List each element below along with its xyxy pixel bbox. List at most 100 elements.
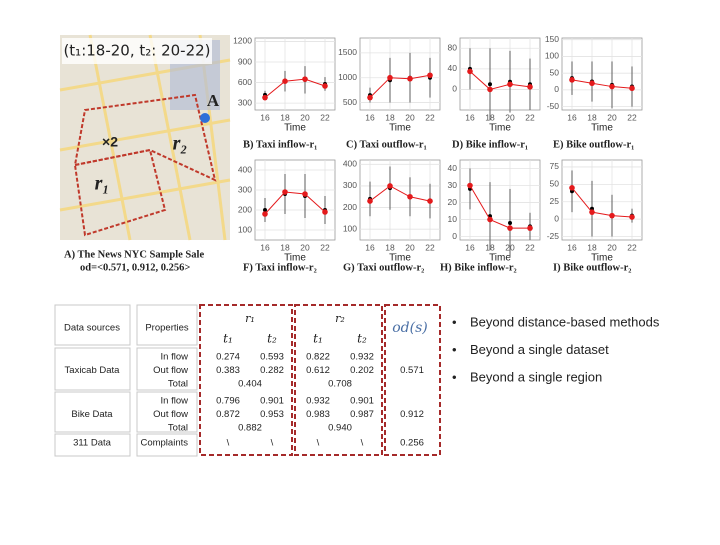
- y-tick-label: 300: [238, 184, 252, 194]
- cell-value: 0.901: [260, 396, 284, 407]
- map-caption: A) The News NYC Sample Sale: [64, 249, 204, 260]
- data-point: [589, 80, 595, 87]
- x-tick-label: 22: [627, 242, 637, 252]
- y-tick-label: 20: [448, 197, 458, 207]
- x-tick-label: 20: [607, 242, 617, 252]
- x-axis-label: Time: [489, 123, 511, 134]
- plot-area: [459, 159, 541, 241]
- data-point: [569, 77, 575, 83]
- y-tick-label: 400: [343, 159, 357, 169]
- cell-value: 0.901: [350, 396, 374, 407]
- x-tick-label: 20: [607, 112, 617, 122]
- region-1-label: r₁: [95, 173, 110, 195]
- series-line: [571, 187, 633, 218]
- panel-caption: C) Taxi outflow-r₁: [346, 139, 427, 150]
- data-point: [487, 216, 493, 223]
- data-point: [488, 82, 492, 87]
- y-tick-label: 10: [448, 214, 458, 224]
- cell-value: 0.932: [306, 396, 330, 407]
- x-tick-label: 22: [320, 112, 330, 122]
- panel-caption: D) Bike inflow-r₁: [452, 139, 528, 150]
- data-point: [427, 72, 433, 79]
- y-tick-label: 80: [448, 43, 458, 53]
- series-line: [369, 74, 431, 98]
- cell-value: 0.932: [350, 352, 374, 363]
- panel-caption: G) Taxi outflow-r₂: [343, 262, 424, 273]
- highlight-box: [384, 304, 441, 456]
- data-source: 311 Data: [73, 438, 112, 449]
- x-tick-label: 16: [567, 112, 577, 122]
- cell-value: 0.274: [216, 352, 240, 363]
- map-marker-label: A: [207, 91, 220, 110]
- x-tick-label: 22: [320, 242, 330, 252]
- data-point: [387, 74, 393, 81]
- map-time-label: (t₁:18-20, t₂: 20-22): [63, 42, 210, 60]
- y-tick-label: 100: [545, 51, 559, 61]
- y-tick-label: 500: [343, 97, 357, 107]
- y-tick-label: 0: [554, 213, 559, 223]
- y-tick-label: 400: [238, 164, 252, 174]
- y-tick-label: 150: [545, 34, 559, 44]
- y-tick-label: 100: [238, 224, 252, 234]
- x-tick-label: 20: [405, 112, 415, 122]
- bullet-dot: •: [452, 342, 457, 357]
- x-axis-label: Time: [284, 253, 306, 264]
- cell-value: \: [361, 438, 364, 449]
- data-point: [427, 198, 433, 204]
- x-tick-label: 16: [465, 242, 475, 252]
- cell-value: 0.882: [238, 423, 262, 434]
- cell-value: 0.612: [306, 365, 330, 376]
- x-tick-label: 18: [280, 112, 290, 122]
- cell-value: 0.987: [350, 409, 374, 420]
- column-header: Properties: [145, 323, 189, 334]
- property: Out flow: [153, 409, 188, 420]
- data-point: [322, 209, 328, 215]
- header-cell: [136, 304, 198, 346]
- cell-value: \: [317, 438, 320, 449]
- data-point: [527, 84, 533, 90]
- y-tick-label: 900: [238, 56, 252, 66]
- panel-caption: E) Bike outflow-r₁: [553, 139, 634, 150]
- y-tick-label: 200: [343, 202, 357, 212]
- cell-value: 0.940: [328, 423, 352, 434]
- plot-area: [254, 159, 336, 241]
- bullet-text: Beyond distance-based methods: [470, 314, 660, 329]
- cell-value: \: [271, 438, 274, 449]
- od-value: 0.912: [400, 409, 424, 420]
- x-tick-label: 16: [365, 242, 375, 252]
- time-header: t₂: [357, 332, 367, 346]
- data-point: [609, 83, 615, 90]
- x-tick-label: 22: [525, 112, 535, 122]
- x-tick-label: 18: [587, 242, 597, 252]
- y-tick-label: 40: [448, 63, 458, 73]
- data-point: [367, 94, 373, 101]
- data-point: [629, 85, 635, 92]
- y-tick-label: -25: [547, 231, 560, 241]
- map-od: od=<0.571, 0.912, 0.256>: [80, 262, 190, 273]
- plot-area: [561, 37, 643, 111]
- data-point: [282, 78, 288, 84]
- y-tick-label: 25: [550, 196, 560, 206]
- panel-caption: F) Taxi inflow-r₂: [243, 262, 317, 273]
- y-tick-label: 1000: [338, 72, 357, 82]
- x-tick-label: 20: [505, 112, 515, 122]
- cell-value: 0.822: [306, 352, 330, 363]
- region-header: r₁: [245, 312, 255, 325]
- cell-value: 0.708: [328, 379, 352, 390]
- map-label-box: [62, 38, 212, 64]
- data-source: Taxicab Data: [65, 365, 121, 376]
- y-tick-label: 300: [343, 180, 357, 190]
- data-point: [629, 214, 635, 220]
- y-tick-label: 300: [238, 97, 252, 107]
- x-tick-label: 22: [525, 242, 535, 252]
- cell-value: 0.872: [216, 409, 240, 420]
- property: Total: [168, 423, 188, 434]
- x-tick-label: 16: [567, 242, 577, 252]
- panel-caption: B) Taxi inflow-r₁: [243, 139, 317, 150]
- cell-value: 0.383: [216, 365, 240, 376]
- series-line: [571, 79, 633, 89]
- x-tick-label: 18: [587, 112, 597, 122]
- column-header: Data sources: [64, 323, 120, 334]
- x-tick-label: 16: [365, 112, 375, 122]
- data-point: [589, 209, 595, 215]
